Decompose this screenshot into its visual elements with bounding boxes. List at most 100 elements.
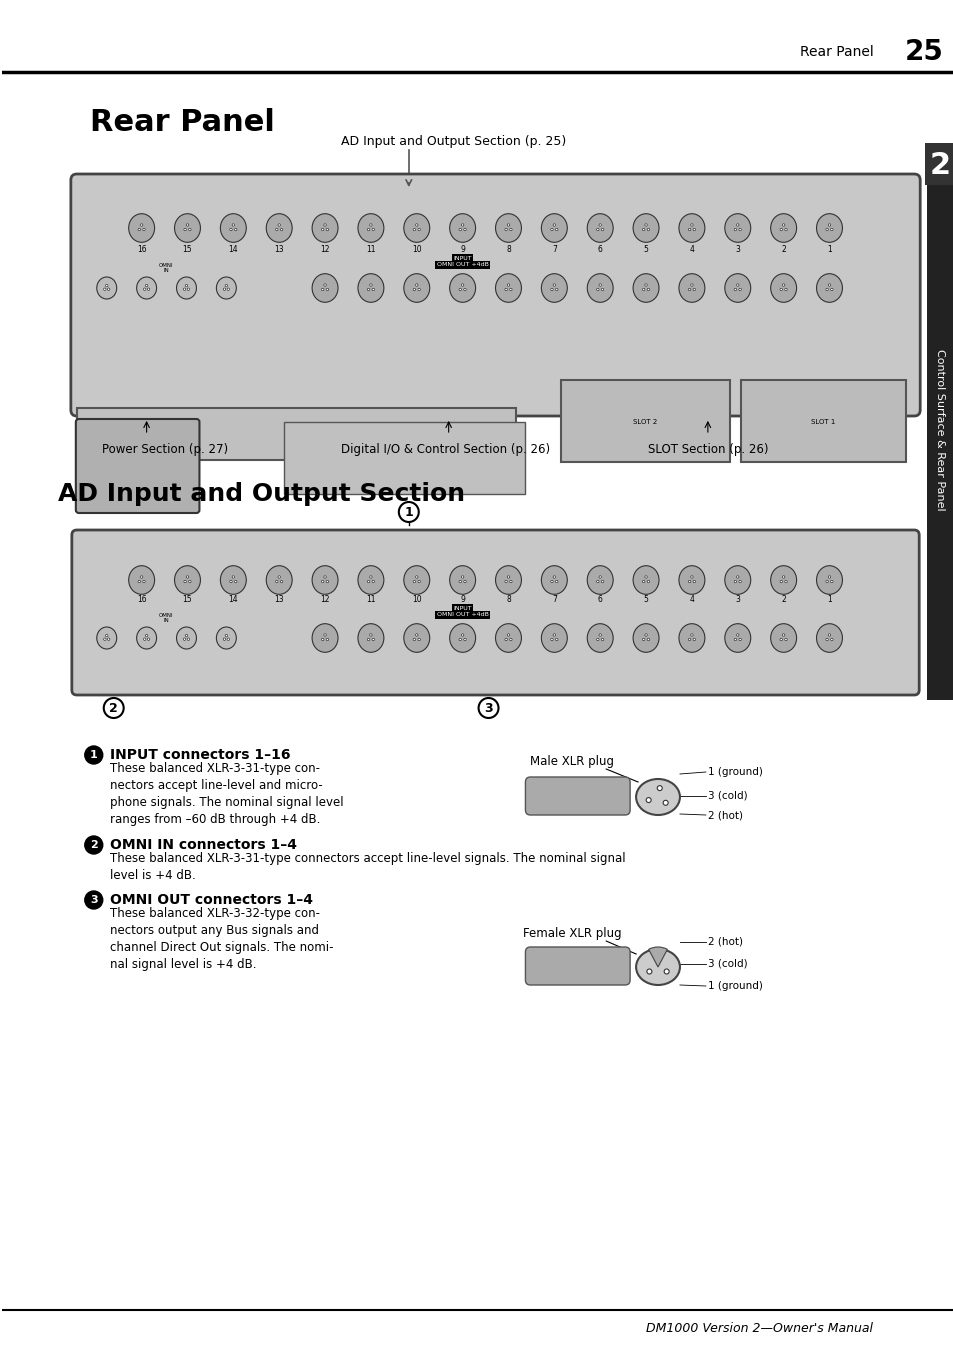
Circle shape: [275, 581, 277, 582]
Circle shape: [784, 288, 786, 290]
Text: 8: 8: [506, 246, 510, 254]
Ellipse shape: [216, 277, 236, 299]
Ellipse shape: [220, 213, 246, 242]
Circle shape: [780, 288, 781, 290]
Circle shape: [641, 581, 644, 582]
Circle shape: [416, 284, 417, 286]
Text: 1 (ground): 1 (ground): [707, 981, 762, 992]
Ellipse shape: [403, 274, 429, 303]
Circle shape: [417, 228, 420, 231]
Circle shape: [321, 288, 323, 290]
Ellipse shape: [633, 566, 659, 594]
Ellipse shape: [724, 274, 750, 303]
Circle shape: [598, 576, 600, 578]
Circle shape: [416, 224, 417, 226]
Text: 1: 1: [90, 750, 97, 761]
Ellipse shape: [495, 213, 521, 242]
Circle shape: [413, 638, 416, 640]
Circle shape: [108, 638, 110, 640]
Circle shape: [143, 288, 146, 290]
Circle shape: [693, 638, 695, 640]
Circle shape: [275, 228, 277, 231]
Circle shape: [187, 638, 190, 640]
FancyBboxPatch shape: [71, 530, 919, 694]
Circle shape: [85, 892, 103, 909]
Text: 15: 15: [182, 246, 193, 254]
Circle shape: [827, 576, 830, 578]
Circle shape: [693, 288, 695, 290]
Circle shape: [736, 224, 739, 226]
Circle shape: [458, 581, 461, 582]
Ellipse shape: [174, 213, 200, 242]
Circle shape: [321, 228, 323, 231]
Circle shape: [140, 576, 143, 578]
Ellipse shape: [357, 624, 383, 653]
Circle shape: [734, 581, 736, 582]
Ellipse shape: [679, 624, 704, 653]
Circle shape: [646, 638, 649, 640]
Circle shape: [734, 288, 736, 290]
Text: 12: 12: [320, 596, 330, 604]
Text: 2: 2: [110, 701, 118, 715]
Text: Power Section (p. 27): Power Section (p. 27): [102, 443, 228, 457]
Circle shape: [189, 581, 191, 582]
Circle shape: [106, 284, 108, 286]
Circle shape: [644, 284, 646, 286]
Ellipse shape: [587, 213, 613, 242]
Text: 7: 7: [552, 246, 557, 254]
Circle shape: [550, 638, 553, 640]
Ellipse shape: [816, 566, 841, 594]
Circle shape: [507, 284, 509, 286]
Text: 14: 14: [229, 246, 238, 254]
Text: 2: 2: [90, 840, 97, 850]
Circle shape: [461, 634, 463, 636]
Text: AD Input and Output Section (p. 25): AD Input and Output Section (p. 25): [340, 135, 566, 149]
FancyBboxPatch shape: [560, 380, 729, 462]
Text: 3 (cold): 3 (cold): [707, 959, 747, 969]
FancyBboxPatch shape: [77, 408, 516, 459]
Circle shape: [827, 634, 830, 636]
Circle shape: [830, 288, 832, 290]
Circle shape: [370, 284, 372, 286]
Circle shape: [458, 638, 461, 640]
Circle shape: [370, 224, 372, 226]
Text: INPUT: INPUT: [453, 255, 472, 261]
Circle shape: [277, 224, 280, 226]
Circle shape: [646, 969, 651, 974]
Circle shape: [461, 576, 463, 578]
Circle shape: [230, 228, 232, 231]
Circle shape: [280, 228, 282, 231]
Ellipse shape: [770, 566, 796, 594]
Circle shape: [223, 288, 226, 290]
Circle shape: [644, 576, 646, 578]
Circle shape: [225, 284, 228, 286]
Ellipse shape: [633, 213, 659, 242]
Circle shape: [461, 224, 463, 226]
Text: 25: 25: [903, 38, 943, 66]
Circle shape: [367, 288, 370, 290]
Circle shape: [189, 228, 191, 231]
Circle shape: [323, 576, 326, 578]
Circle shape: [780, 638, 781, 640]
Circle shape: [644, 634, 646, 636]
FancyBboxPatch shape: [525, 777, 629, 815]
Circle shape: [688, 638, 690, 640]
Circle shape: [598, 224, 600, 226]
Circle shape: [736, 634, 739, 636]
Circle shape: [693, 228, 695, 231]
Circle shape: [600, 288, 603, 290]
Circle shape: [323, 634, 326, 636]
Ellipse shape: [174, 566, 200, 594]
Circle shape: [646, 228, 649, 231]
Ellipse shape: [357, 213, 383, 242]
Circle shape: [646, 581, 649, 582]
Circle shape: [690, 634, 693, 636]
Ellipse shape: [449, 213, 476, 242]
Ellipse shape: [633, 274, 659, 303]
Ellipse shape: [266, 213, 292, 242]
Circle shape: [230, 581, 232, 582]
Circle shape: [143, 581, 145, 582]
Ellipse shape: [495, 566, 521, 594]
Circle shape: [458, 228, 461, 231]
Ellipse shape: [357, 274, 383, 303]
